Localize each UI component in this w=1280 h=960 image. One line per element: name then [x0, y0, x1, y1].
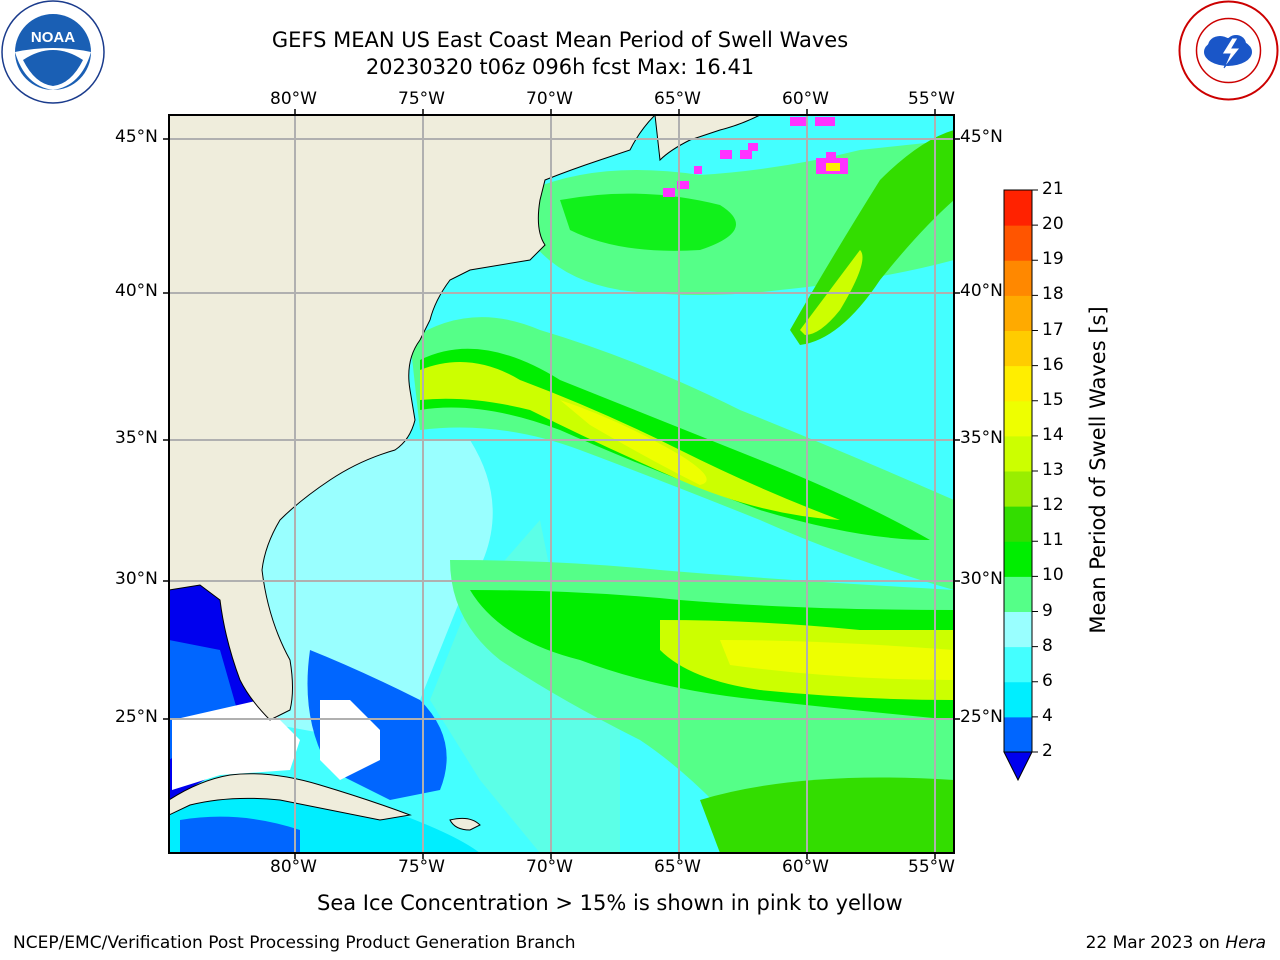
colorbar-band — [1004, 506, 1032, 542]
credit-line: NCEP/EMC/Verification Post Processing Pr… — [13, 933, 576, 953]
lon-label-top: 65°W — [654, 89, 701, 109]
map-frame — [168, 114, 955, 854]
noaa-logo-text: NOAA — [31, 29, 75, 46]
colorbar-tick-label: 4 — [1042, 705, 1053, 726]
lon-label-top: 60°W — [782, 89, 829, 109]
lon-label-bottom: 70°W — [526, 857, 573, 877]
colorbar-tick-label: 10 — [1042, 565, 1064, 586]
lat-label-left: 35°N — [115, 428, 158, 448]
lat-label-right: 45°N — [960, 127, 1003, 147]
no-data-area-gulf — [172, 700, 300, 790]
colorbar-band — [1004, 225, 1032, 261]
lon-label-bottom: 65°W — [654, 857, 701, 877]
lat-label-right: 25°N — [960, 707, 1003, 727]
colorbar-band — [1004, 471, 1032, 507]
lat-label-right: 30°N — [960, 569, 1003, 589]
lat-label-right: 35°N — [960, 428, 1003, 448]
date-text: 22 Mar 2023 on — [1085, 933, 1220, 953]
colorbar-under-arrow — [1003, 751, 1033, 782]
colorbar-bands — [1003, 189, 1033, 782]
colorbar-tick-label: 20 — [1042, 214, 1064, 235]
lon-label-bottom: 80°W — [270, 857, 317, 877]
colorbar-band — [1004, 435, 1032, 472]
graticule — [169, 115, 954, 853]
lat-label-left: 30°N — [115, 569, 158, 589]
lat-label-left: 40°N — [115, 281, 158, 301]
colorbar-tick-label: 12 — [1042, 495, 1064, 516]
lon-label-top: 70°W — [526, 89, 573, 109]
colorbar-band — [1004, 260, 1032, 296]
host-name: Hera — [1225, 933, 1266, 953]
lon-label-bottom: 55°W — [908, 857, 955, 877]
colorbar-tick-label: 16 — [1042, 354, 1064, 375]
colorbar-band — [1004, 295, 1032, 331]
colorbar-tick-label: 11 — [1042, 530, 1064, 551]
nws-logo-icon — [1178, 0, 1279, 101]
lat-label-left: 45°N — [115, 127, 158, 147]
map-ticks — [163, 109, 960, 859]
caribbean-short-period — [180, 816, 300, 853]
colorbar-band — [1004, 611, 1032, 648]
map-subtitle: 20230320 t06z 096h fcst Max: 16.41 — [365, 55, 755, 79]
south-swell-peak — [720, 640, 954, 680]
cuba-land — [169, 773, 412, 821]
colorbar-tick-label: 14 — [1042, 424, 1064, 445]
colorbar-ticks — [1032, 189, 1038, 753]
lon-label-top: 55°W — [908, 89, 955, 109]
colorbar-tick-label: 17 — [1042, 319, 1064, 340]
hispaniola-land — [449, 817, 481, 831]
colorbar-tick-label: 21 — [1042, 179, 1064, 199]
colorbar-band — [1004, 716, 1032, 753]
north-swell-core — [560, 193, 736, 251]
date-line: 22 Mar 2023 on Hera — [1086, 933, 1266, 953]
colorbar-tick-label: 8 — [1042, 635, 1053, 656]
colorbar-tick-label: 2 — [1042, 741, 1053, 761]
sea-ice-cells — [663, 117, 848, 197]
colorbar-tick-label: 13 — [1042, 460, 1064, 480]
lat-label-left: 25°N — [115, 707, 158, 727]
colorbar-band — [1004, 681, 1032, 718]
map-field-layer — [169, 115, 954, 853]
nova-scotia-land — [654, 115, 761, 162]
noaa-logo-icon: NOAA — [1, 0, 105, 104]
lat-label-right: 40°N — [960, 281, 1003, 301]
lon-label-bottom: 60°W — [782, 857, 829, 877]
colorbar-tick-label: 15 — [1042, 389, 1064, 410]
colorbar-label: Mean Period of Swell Waves [s] — [1086, 306, 1110, 634]
colorbar-tick-label: 19 — [1042, 249, 1064, 270]
map-title: GEFS MEAN US East Coast Mean Period of S… — [271, 28, 849, 52]
colorbar-band — [1004, 576, 1032, 612]
lon-label-bottom: 75°W — [398, 857, 445, 877]
colorbar-band — [1004, 646, 1032, 683]
colorbar-tick-label: 18 — [1042, 284, 1064, 305]
colorbar-band — [1004, 330, 1032, 367]
colorbar-band — [1004, 190, 1032, 226]
lon-label-top: 75°W — [398, 89, 445, 109]
colorbar-tick-label: 9 — [1042, 600, 1053, 621]
main-swell-peak — [560, 400, 707, 485]
us-east-coast-land — [169, 115, 656, 721]
colorbar-band — [1004, 541, 1032, 577]
lon-label-top: 80°W — [270, 89, 317, 109]
colorbar-tick-label: 6 — [1042, 670, 1053, 691]
se-swell-patch — [700, 777, 954, 853]
colorbar-band — [1004, 365, 1032, 402]
sea-ice-note: Sea Ice Concentration > 15% is shown in … — [317, 891, 903, 915]
colorbar-band — [1004, 400, 1032, 437]
